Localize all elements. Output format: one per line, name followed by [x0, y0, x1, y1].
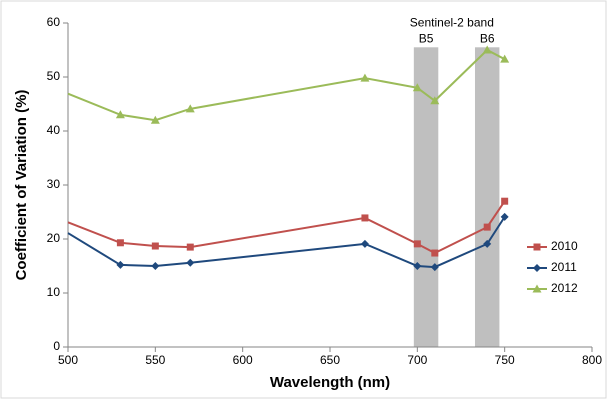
- band-label: B6: [480, 31, 495, 45]
- marker: [115, 110, 125, 119]
- x-tick-label: 750: [495, 353, 515, 367]
- marker: [360, 73, 370, 82]
- marker: [483, 223, 491, 231]
- y-tick-label: 50: [47, 69, 61, 83]
- y-tick-label: 0: [53, 339, 60, 353]
- marker: [430, 263, 439, 272]
- marker: [116, 260, 125, 269]
- y-axis-title: Coefficient of Variation (%): [13, 90, 30, 281]
- marker: [116, 239, 124, 247]
- x-tick-label: 650: [320, 353, 340, 367]
- legend-marker: [532, 284, 542, 293]
- marker: [500, 54, 510, 63]
- marker: [185, 104, 195, 113]
- y-tick-label: 40: [47, 123, 61, 137]
- annotation: Sentinel-2 band: [410, 15, 494, 29]
- legend-label: 2011: [551, 260, 577, 274]
- marker: [360, 239, 369, 248]
- y-tick-label: 10: [47, 285, 61, 299]
- x-tick-label: 500: [58, 353, 78, 367]
- marker: [413, 262, 422, 270]
- marker: [150, 115, 160, 124]
- x-tick-label: 600: [233, 353, 253, 367]
- y-tick-label: 30: [47, 177, 61, 191]
- x-tick-label: 800: [582, 353, 602, 367]
- marker: [431, 249, 439, 257]
- marker: [361, 214, 369, 222]
- marker: [413, 240, 421, 248]
- band: [474, 47, 500, 348]
- marker: [151, 242, 159, 250]
- marker: [186, 258, 195, 267]
- x-tick-label: 550: [145, 353, 165, 367]
- marker: [500, 212, 509, 221]
- legend-marker: [533, 243, 541, 251]
- band-label: B5: [419, 31, 434, 45]
- y-tick-label: 60: [47, 15, 61, 29]
- marker: [430, 96, 440, 105]
- marker: [482, 45, 492, 54]
- marker: [483, 239, 492, 248]
- marker: [501, 197, 509, 205]
- marker: [186, 243, 194, 251]
- band: [413, 47, 439, 348]
- x-axis-title: Wavelength (nm): [270, 374, 390, 391]
- marker: [151, 262, 160, 270]
- x-tick-label: 700: [407, 353, 427, 367]
- legend-label: 2012: [551, 281, 578, 295]
- y-tick-label: 20: [47, 231, 61, 245]
- legend-marker: [533, 264, 541, 272]
- legend-label: 2010: [551, 239, 578, 253]
- marker: [412, 83, 422, 92]
